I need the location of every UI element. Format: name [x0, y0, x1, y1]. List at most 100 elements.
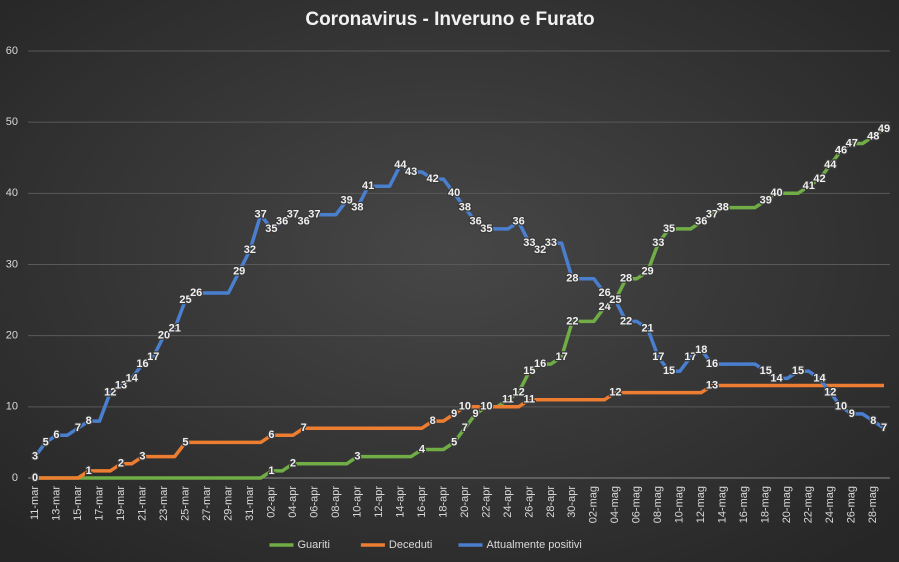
- data-label: 29: [233, 266, 245, 278]
- data-label: 40: [770, 187, 782, 199]
- data-label: 29: [641, 266, 653, 278]
- data-label: 16: [706, 358, 718, 370]
- y-tick-label: 0: [12, 472, 18, 484]
- data-label: 42: [427, 173, 439, 185]
- x-tick-label: 26-mag: [846, 486, 858, 523]
- data-label: 8: [870, 415, 876, 427]
- data-label: 26: [190, 287, 202, 299]
- x-tick-label: 21-mar: [136, 486, 148, 521]
- data-label: 26: [598, 287, 610, 299]
- data-label: 6: [53, 429, 59, 441]
- data-label: 13: [706, 379, 718, 391]
- series-line: [35, 127, 885, 480]
- x-tick-label: 30-apr: [566, 486, 578, 518]
- x-tick-label: 26-apr: [523, 486, 535, 518]
- data-label: 47: [846, 137, 858, 149]
- x-tick-label: 10-apr: [351, 486, 363, 518]
- data-label: 35: [480, 223, 492, 235]
- x-tick-label: 20-apr: [459, 486, 471, 518]
- data-label: 37: [308, 209, 320, 221]
- data-label: 7: [881, 422, 887, 434]
- data-label: 25: [609, 294, 621, 306]
- data-label: 18: [695, 344, 707, 356]
- data-label: 2: [290, 458, 296, 470]
- data-label: 20: [158, 330, 170, 342]
- x-tick-label: 11-mar: [29, 486, 41, 520]
- data-label: 7: [301, 422, 307, 434]
- data-label: 22: [566, 315, 578, 327]
- x-tick-label: 16-apr: [416, 486, 428, 518]
- x-tick-label: 02-apr: [265, 486, 277, 518]
- data-label: 6: [268, 429, 274, 441]
- data-label: 10: [480, 401, 492, 413]
- data-label: 14: [126, 372, 139, 384]
- data-label: 33: [545, 237, 557, 249]
- data-label: 3: [32, 451, 38, 463]
- data-label: 5: [451, 436, 457, 448]
- x-tick-label: 22-mag: [803, 486, 815, 523]
- data-label: 12: [609, 387, 621, 399]
- data-label: 38: [717, 201, 729, 213]
- data-label: 12: [104, 387, 116, 399]
- data-label: 25: [609, 294, 621, 306]
- data-label: 15: [523, 365, 535, 377]
- data-label: 36: [298, 216, 310, 228]
- y-tick-label: 20: [6, 330, 18, 342]
- data-label: 10: [835, 401, 847, 413]
- data-label: 39: [760, 194, 772, 206]
- data-label: 32: [244, 244, 256, 256]
- data-label: 37: [255, 209, 267, 221]
- x-tick-label: 12-mag: [695, 486, 707, 523]
- data-label: 3: [354, 451, 360, 463]
- data-label: 8: [86, 415, 92, 427]
- x-tick-label: 25-mar: [179, 486, 191, 521]
- x-tick-label: 06-mag: [631, 486, 643, 523]
- data-label: 22: [620, 315, 632, 327]
- y-tick-label: 60: [6, 45, 18, 57]
- data-label: 1: [86, 465, 92, 477]
- x-tick-label: 12-apr: [373, 486, 385, 518]
- data-label: 3: [139, 451, 145, 463]
- data-label: 14: [813, 372, 826, 384]
- data-label: 12: [512, 387, 524, 399]
- data-label: 44: [394, 159, 407, 171]
- data-label: 28: [620, 273, 632, 285]
- legend-label: Deceduti: [389, 539, 432, 551]
- data-label: 17: [684, 351, 696, 363]
- data-label: 17: [652, 351, 664, 363]
- data-label: 37: [287, 209, 299, 221]
- data-label: 48: [867, 130, 879, 142]
- y-tick-label: 40: [6, 187, 18, 199]
- data-label: 49: [878, 123, 890, 135]
- data-label: 40: [448, 187, 460, 199]
- data-label: 38: [459, 201, 471, 213]
- x-tick-label: 24-apr: [502, 486, 514, 518]
- data-label: 36: [276, 216, 288, 228]
- x-tick-label: 16-mag: [738, 486, 750, 523]
- data-label: 4: [419, 443, 426, 455]
- data-label: 46: [835, 145, 847, 157]
- x-tick-label: 02-mag: [588, 486, 600, 523]
- x-tick-label: 06-apr: [308, 486, 320, 518]
- chart-title: Coronavirus - Inveruno e Furato: [305, 9, 594, 30]
- data-label: 33: [652, 237, 664, 249]
- x-tick-label: 15-mar: [72, 486, 84, 521]
- data-label: 0: [32, 472, 38, 484]
- data-label: 41: [803, 180, 815, 192]
- data-label: 25: [179, 294, 191, 306]
- x-tick-label: 31-mar: [244, 486, 256, 521]
- data-label: 9: [451, 408, 457, 420]
- data-label: 10: [459, 401, 471, 413]
- data-label: 0: [32, 472, 38, 484]
- x-tick-label: 04-mag: [609, 486, 621, 523]
- x-tick-label: 29-mar: [222, 486, 234, 521]
- series-line: [33, 163, 885, 458]
- data-label: 11: [502, 394, 514, 406]
- y-tick-label: 30: [6, 258, 18, 270]
- legend-label: Attualmente positivi: [487, 539, 582, 551]
- x-tick-label: 08-apr: [330, 486, 342, 518]
- y-tick-label: 10: [6, 401, 18, 413]
- data-label: 24: [598, 301, 611, 313]
